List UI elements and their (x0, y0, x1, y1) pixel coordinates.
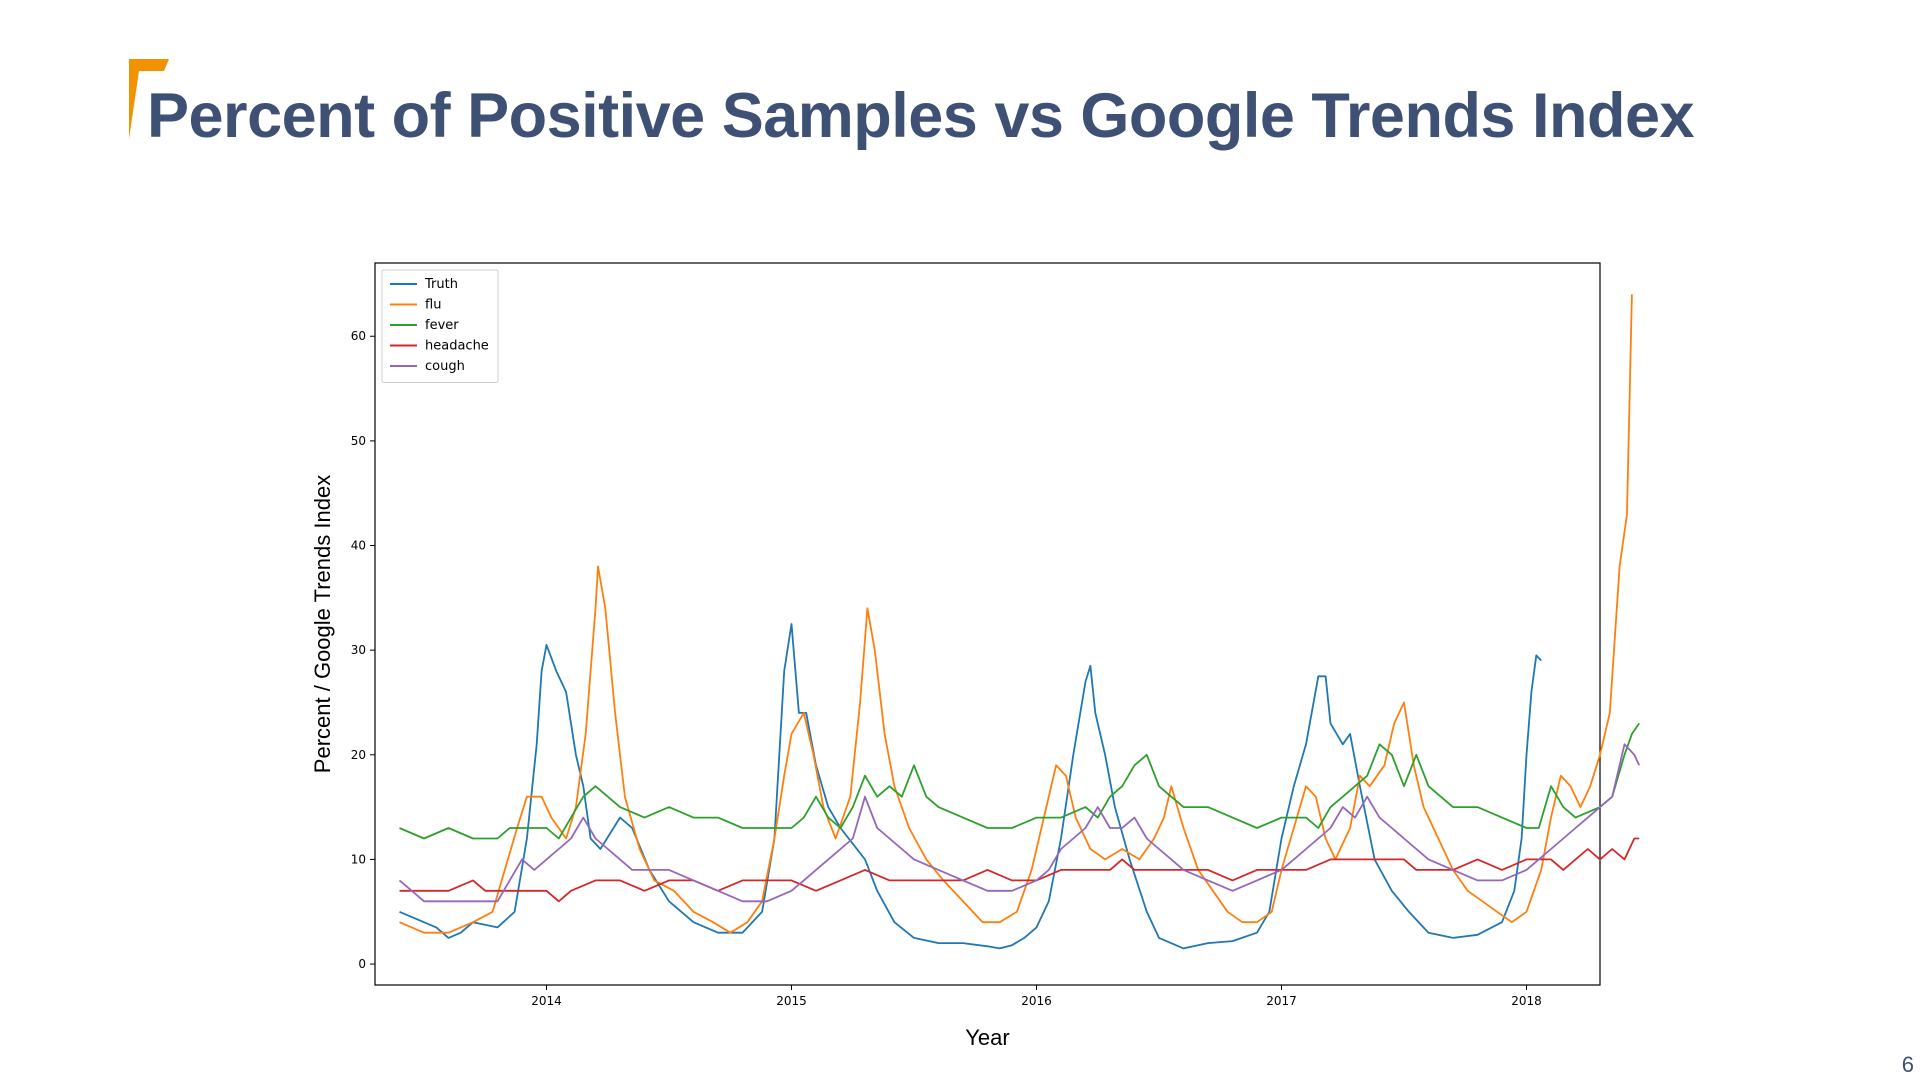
series-line-Truth (399, 623, 1542, 950)
y-tick-label: 60 (351, 329, 366, 343)
slide-title: Percent of Positive Samples vs Google Tr… (147, 81, 1695, 151)
x-axis-label: Year (965, 1025, 1009, 1050)
y-tick-label: 0 (358, 957, 366, 971)
x-tick-label: 2018 (1511, 994, 1542, 1008)
y-axis-label: Percent / Google Trends Index (310, 475, 335, 773)
legend-label-Truth: Truth (424, 277, 458, 292)
x-tick-label: 2015 (776, 994, 807, 1008)
y-tick-label: 20 (351, 748, 366, 762)
y-tick-label: 40 (351, 539, 366, 553)
series-line-cough (398, 743, 1641, 903)
series-line-headache (399, 837, 1640, 903)
series-line-fever (399, 722, 1640, 840)
legend-label-flu: flu (425, 298, 441, 313)
page-number: 6 (1901, 1052, 1914, 1077)
legend-label-cough: cough (425, 359, 465, 374)
y-tick-label: 30 (351, 643, 366, 657)
x-tick-label: 2017 (1266, 994, 1297, 1008)
x-tick-label: 2014 (531, 994, 562, 1008)
plot-area (374, 262, 1601, 986)
y-tick-label: 50 (351, 434, 366, 448)
title-accent-icon (129, 59, 169, 139)
y-tick-label: 10 (351, 852, 366, 866)
legend-label-fever: fever (425, 318, 459, 333)
legend-box (381, 269, 499, 383)
x-tick-label: 2016 (1021, 994, 1052, 1008)
legend-label-headache: headache (425, 339, 489, 354)
